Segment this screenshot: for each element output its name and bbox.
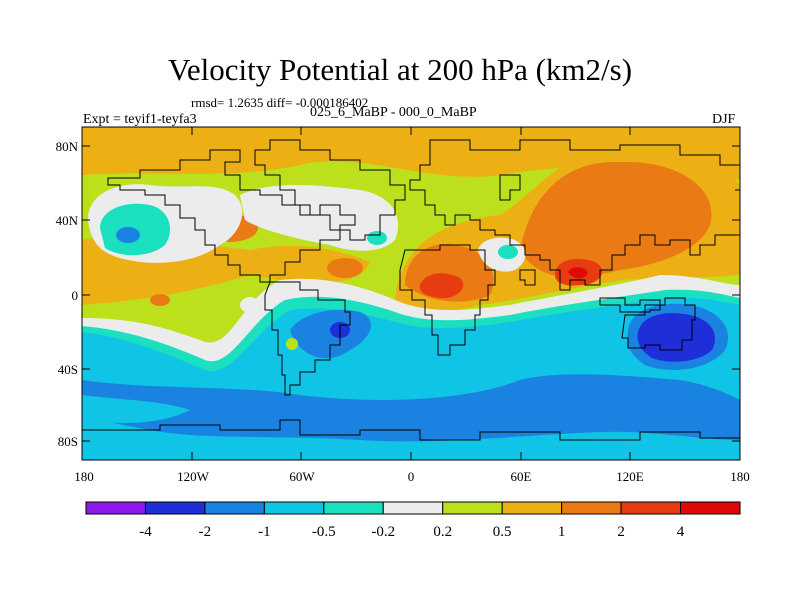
colorbar-label-2: -1 [258,524,271,540]
lon-label-60e: 60E [511,469,532,484]
colorbar: -4 -2 -1 -0.5 -0.2 0.2 0.5 1 2 4 [85,501,741,540]
experiment-label: Expt = teyif1-teyfa3 [83,112,197,127]
field-blob-3 [327,258,363,278]
colorbar-box-4 [323,501,384,515]
colorbar-labels: -4 -2 -1 -0.5 -0.2 0.2 0.5 1 2 4 [139,524,685,540]
field-dot-2 [286,338,298,350]
colorbar-label-1: -2 [199,524,212,540]
colorbar-box-1 [144,501,206,515]
lon-label-0: 0 [408,469,415,484]
map-title: Velocity Potential at 200 hPa (km2/s) [167,52,633,87]
colorbar-box-6 [442,501,503,515]
field-blue-southamerica [290,309,371,359]
subtitle-label: 025_6_MaBP - 000_0_MaBP [310,105,477,120]
colorbar-boxes [85,501,741,515]
lon-label-180e: 180 [730,469,750,484]
contour-field [82,127,740,460]
colorbar-box-5 [382,501,444,515]
colorbar-label-3: -0.5 [312,524,336,540]
lat-tick-labels: 80N 40N 0 40S 80S [56,139,79,449]
field-blob-2 [150,294,170,306]
colorbar-label-4: -0.2 [371,524,395,540]
lat-tick-marks [82,145,740,442]
stats-label: rmsd= 1.2635 diff= -0.000186402 [191,95,369,110]
colorbar-box-3 [263,501,325,515]
colorbar-label-5: 0.2 [433,524,452,540]
season-label: DJF [712,112,736,127]
field-natl-white [240,185,399,251]
field-east-darkorange [520,161,712,278]
colorbar-label-7: 1 [558,524,566,540]
lon-label-60w: 60W [289,469,315,484]
lon-label-180w: 180 [74,469,94,484]
field-dot-3 [240,297,260,313]
lon-tick-marks [81,127,741,460]
field-core-africa [419,273,464,299]
lat-label-40n: 40N [56,213,79,228]
lat-label-80s: 80S [58,434,78,449]
lat-label-40s: 40S [58,362,78,377]
lon-label-120w: 120W [177,469,210,484]
lon-tick-labels: 180 120W 60W 0 60E 120E 180 [74,469,750,484]
colorbar-box-9 [620,501,682,515]
field-cyan-pole [82,443,740,460]
colorbar-label-9: 4 [677,524,685,540]
colorbar-label-0: -4 [139,524,152,540]
lon-label-120e: 120E [616,469,644,484]
colorbar-box-8 [561,501,622,515]
field-cyan-south [82,395,190,423]
colorbar-label-6: 0.5 [493,524,512,540]
field-natl-teal [367,231,387,245]
colorbar-box-2 [204,501,265,515]
field-blue-south [82,374,740,442]
colorbar-box-0 [85,501,146,515]
lat-label-eq: 0 [72,288,79,303]
lat-label-80n: 80N [56,139,79,154]
colorbar-box-10 [680,501,741,515]
colorbar-box-7 [501,501,563,515]
field-arabia-teal [498,245,518,259]
coastlines [82,139,740,441]
field-npacific-blue [116,227,140,243]
field-aus-core [637,313,716,362]
colorbar-label-8: 2 [617,524,625,540]
field-core-red [568,267,588,279]
